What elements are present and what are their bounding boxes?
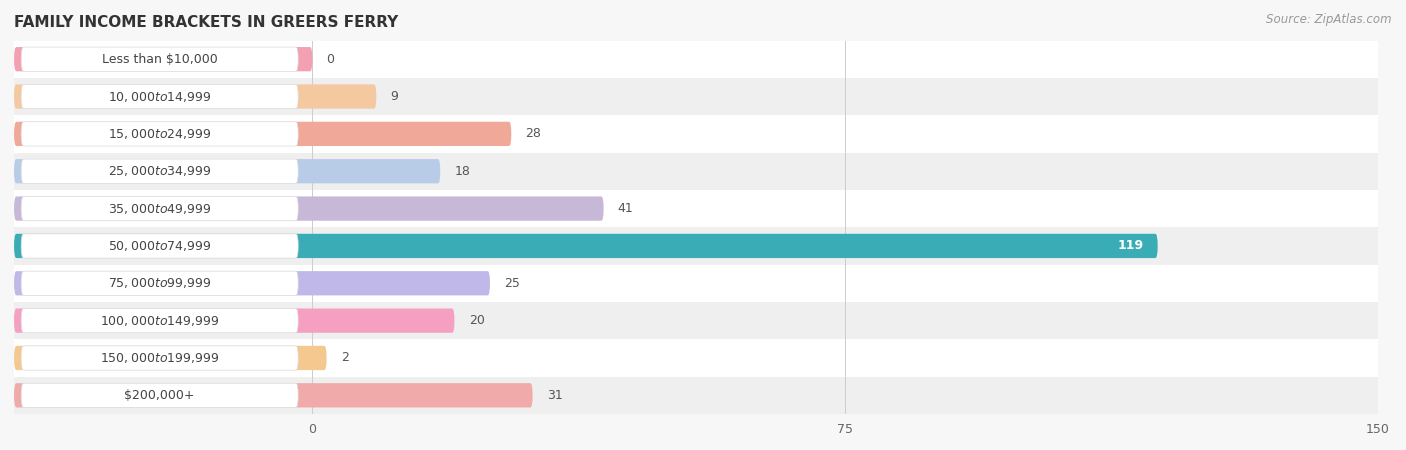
- Text: $75,000 to $99,999: $75,000 to $99,999: [108, 276, 211, 290]
- FancyBboxPatch shape: [14, 383, 533, 407]
- Bar: [14, 115, 1378, 153]
- Text: $200,000+: $200,000+: [124, 389, 195, 402]
- Text: $25,000 to $34,999: $25,000 to $34,999: [108, 164, 211, 178]
- Text: 20: 20: [468, 314, 485, 327]
- FancyBboxPatch shape: [14, 47, 312, 71]
- Bar: [14, 227, 1378, 265]
- Text: 9: 9: [391, 90, 398, 103]
- FancyBboxPatch shape: [14, 271, 489, 295]
- FancyBboxPatch shape: [14, 159, 440, 183]
- Bar: [14, 190, 1378, 227]
- FancyBboxPatch shape: [21, 309, 298, 333]
- Text: 31: 31: [547, 389, 562, 402]
- FancyBboxPatch shape: [21, 383, 298, 407]
- Text: Less than $10,000: Less than $10,000: [101, 53, 218, 66]
- FancyBboxPatch shape: [21, 271, 298, 295]
- Text: 28: 28: [526, 127, 541, 140]
- FancyBboxPatch shape: [14, 85, 377, 108]
- FancyBboxPatch shape: [21, 47, 298, 71]
- FancyBboxPatch shape: [21, 159, 298, 183]
- Text: FAMILY INCOME BRACKETS IN GREERS FERRY: FAMILY INCOME BRACKETS IN GREERS FERRY: [14, 14, 398, 30]
- Text: $10,000 to $14,999: $10,000 to $14,999: [108, 90, 211, 104]
- Text: 0: 0: [326, 53, 335, 66]
- FancyBboxPatch shape: [14, 346, 326, 370]
- Text: $100,000 to $149,999: $100,000 to $149,999: [100, 314, 219, 328]
- Bar: [14, 265, 1378, 302]
- Bar: [14, 377, 1378, 414]
- Text: 18: 18: [454, 165, 471, 178]
- Bar: [14, 40, 1378, 78]
- FancyBboxPatch shape: [21, 197, 298, 220]
- Text: 41: 41: [617, 202, 634, 215]
- FancyBboxPatch shape: [21, 85, 298, 108]
- FancyBboxPatch shape: [14, 122, 512, 146]
- Text: 2: 2: [340, 351, 349, 364]
- Text: $15,000 to $24,999: $15,000 to $24,999: [108, 127, 211, 141]
- Bar: [14, 153, 1378, 190]
- FancyBboxPatch shape: [21, 346, 298, 370]
- FancyBboxPatch shape: [14, 234, 1157, 258]
- Text: $150,000 to $199,999: $150,000 to $199,999: [100, 351, 219, 365]
- FancyBboxPatch shape: [14, 309, 454, 333]
- FancyBboxPatch shape: [21, 234, 298, 258]
- Bar: [14, 339, 1378, 377]
- Text: Source: ZipAtlas.com: Source: ZipAtlas.com: [1267, 14, 1392, 27]
- Bar: [14, 78, 1378, 115]
- FancyBboxPatch shape: [14, 197, 603, 220]
- FancyBboxPatch shape: [21, 122, 298, 146]
- Text: 119: 119: [1118, 239, 1143, 252]
- Bar: [14, 302, 1378, 339]
- Text: $35,000 to $49,999: $35,000 to $49,999: [108, 202, 211, 216]
- Text: 25: 25: [505, 277, 520, 290]
- Text: $50,000 to $74,999: $50,000 to $74,999: [108, 239, 211, 253]
